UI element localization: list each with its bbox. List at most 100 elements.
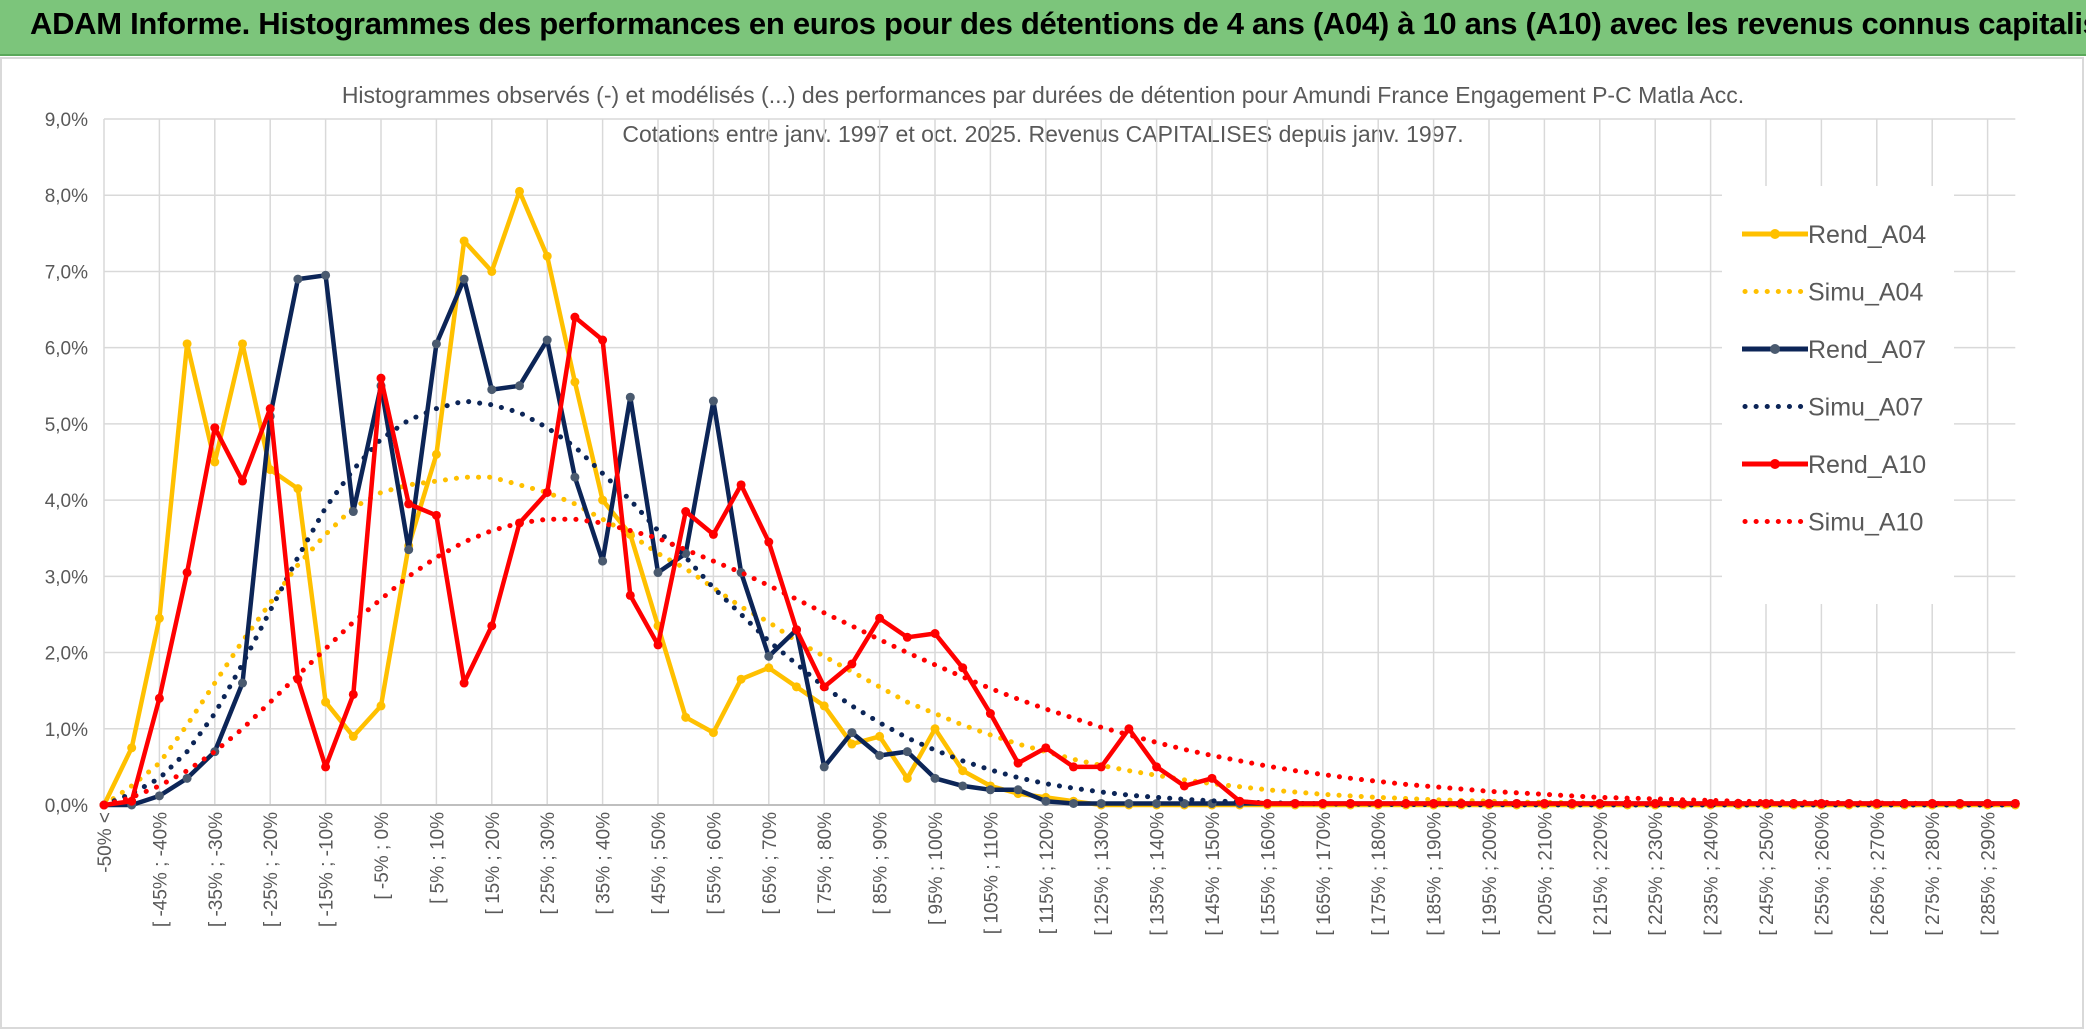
data-point-Rend_A04 (958, 766, 968, 776)
data-point-Rend_A10 (1706, 798, 1716, 808)
data-point-Rend_A10 (1346, 798, 1355, 808)
x-tick-label: [ -35% ; -30% (206, 812, 227, 927)
x-tick-label: [ 35% ; 40% (594, 812, 615, 915)
series-Simu_A07 (101, 398, 2018, 808)
x-tick-label: [ 285% ; 290% (1979, 812, 2000, 936)
series-layer (99, 186, 2020, 810)
data-point-Rend_A10 (847, 659, 857, 669)
y-tick-label: 6,0% (45, 339, 88, 360)
data-point-Rend_A07 (764, 651, 774, 661)
data-point-Rend_A10 (1179, 781, 1189, 791)
data-point-Rend_A04 (238, 339, 247, 349)
x-axis: -50% < [ -45% ; -40% [ -35% ; -30% [ -25% ;… (95, 804, 2016, 936)
data-point-Rend_A07 (431, 339, 441, 349)
data-point-Rend_A04 (792, 682, 801, 692)
data-point-Rend_A10 (819, 682, 829, 692)
chart-title-line2: Cotations entre janv. 1997 et oct. 2025.… (622, 121, 1463, 147)
x-tick-label: [ 225% ; 230% (1646, 812, 1667, 936)
y-tick-label: 0,0% (45, 796, 88, 817)
data-point-Rend_A10 (2010, 798, 2020, 808)
data-point-Rend_A07 (348, 507, 358, 517)
series-Simu_A10 (101, 516, 2018, 808)
data-point-Rend_A10 (431, 510, 441, 520)
x-tick-label: [ 115% ; 120% (1037, 812, 1058, 934)
legend-box (1722, 186, 1954, 604)
y-tick-label: 9,0% (45, 110, 88, 131)
data-point-Rend_A07 (681, 548, 691, 558)
series-Rend_A10 (99, 312, 2020, 810)
data-point-Rend_A10 (1041, 743, 1051, 753)
series-line-Simu_A10 (101, 516, 2018, 808)
data-point-Rend_A10 (958, 663, 968, 673)
data-point-Rend_A10 (210, 423, 220, 433)
series-line-Simu_A04 (101, 474, 2018, 808)
legend-item-Simu_A04: Simu_A04 (1742, 279, 1923, 307)
y-tick-label: 5,0% (45, 415, 88, 436)
data-point-Rend_A10 (985, 709, 995, 719)
data-point-Rend_A07 (182, 773, 192, 783)
data-point-Rend_A10 (736, 480, 746, 490)
y-axis: 0,0% 1,0% 2,0% 3,0% 4,0% 5,0% 6,0% 7,0% 8,0% 9,0% (45, 110, 88, 817)
y-tick-label: 3,0% (45, 567, 88, 588)
data-point-Rend_A04 (376, 701, 386, 711)
x-tick-label: [ 45% ; 50% (649, 812, 670, 915)
data-point-Rend_A04 (182, 339, 192, 349)
series-line-Rend_A10 (103, 314, 2016, 808)
legend-item-Rend_A10: Rend_A10 (1742, 451, 1926, 479)
x-tick-label: [ 195% ; 200% (1480, 812, 1501, 936)
data-point-Rend_A07 (515, 381, 524, 391)
data-point-Rend_A07 (847, 728, 857, 738)
data-point-Rend_A07 (958, 781, 968, 791)
data-point-Rend_A04 (515, 186, 524, 196)
x-tick-label: [ 125% ; 130% (1092, 812, 1113, 936)
x-tick-label: [ -5% ; 0% (372, 812, 393, 900)
chart-container: Histogrammes observés (-) et modélisés (… (0, 56, 2086, 1033)
data-point-Rend_A10 (487, 621, 497, 631)
data-point-Rend_A10 (542, 487, 552, 497)
data-point-Rend_A10 (1290, 798, 1300, 808)
y-tick-label: 2,0% (45, 644, 88, 665)
x-tick-label: [ 5% ; 10% (427, 812, 448, 904)
data-point-Rend_A04 (902, 773, 912, 783)
legend-label: Simu_A04 (1808, 279, 1923, 307)
x-tick-label: [ 85% ; 90% (871, 812, 892, 915)
data-point-Rend_A10 (321, 762, 331, 772)
x-tick-label: [ -25% ; -20% (261, 812, 282, 927)
legend-marker (1770, 459, 1780, 469)
x-tick-label: [ 155% ; 160% (1258, 812, 1279, 936)
x-tick-label: [ 55% ; 60% (704, 812, 725, 915)
legend-label: Rend_A10 (1808, 451, 1926, 479)
data-point-Rend_A07 (930, 773, 940, 783)
data-point-Rend_A04 (847, 739, 857, 749)
data-point-Rend_A10 (265, 404, 275, 414)
data-point-Rend_A10 (1872, 798, 1882, 808)
y-tick-label: 1,0% (45, 720, 88, 741)
data-point-Rend_A07 (1152, 798, 1162, 808)
x-tick-label: [ 265% ; 270% (1868, 812, 1889, 936)
data-point-Rend_A10 (764, 537, 774, 547)
data-point-Rend_A04 (736, 674, 746, 684)
x-tick-label: [ -15% ; -10% (317, 812, 338, 927)
legend-label: Rend_A07 (1808, 336, 1926, 364)
x-tick-label: -50% < (95, 812, 116, 873)
data-point-Rend_A10 (792, 625, 801, 635)
data-point-Rend_A04 (708, 728, 718, 738)
data-point-Rend_A10 (570, 312, 580, 322)
data-point-Rend_A04 (431, 449, 441, 459)
data-point-Rend_A10 (1013, 758, 1023, 768)
data-point-Rend_A10 (1512, 798, 1522, 808)
x-tick-label: [ 255% ; 260% (1812, 812, 1833, 936)
legend-item-Simu_A10: Simu_A10 (1742, 509, 1923, 537)
data-point-Rend_A10 (182, 568, 192, 578)
data-point-Rend_A10 (1595, 798, 1605, 808)
data-point-Rend_A04 (459, 236, 469, 246)
data-point-Rend_A07 (875, 750, 885, 760)
x-tick-label: [ 215% ; 220% (1591, 812, 1612, 936)
x-tick-label: [ 165% ; 170% (1314, 812, 1335, 936)
data-point-Rend_A04 (681, 712, 691, 722)
data-point-Rend_A10 (875, 613, 885, 623)
data-point-Rend_A07 (708, 396, 718, 406)
data-point-Rend_A07 (459, 274, 469, 284)
histogram-chart: Histogrammes observés (-) et modélisés (… (0, 57, 2084, 1029)
data-point-Rend_A07 (238, 678, 247, 688)
